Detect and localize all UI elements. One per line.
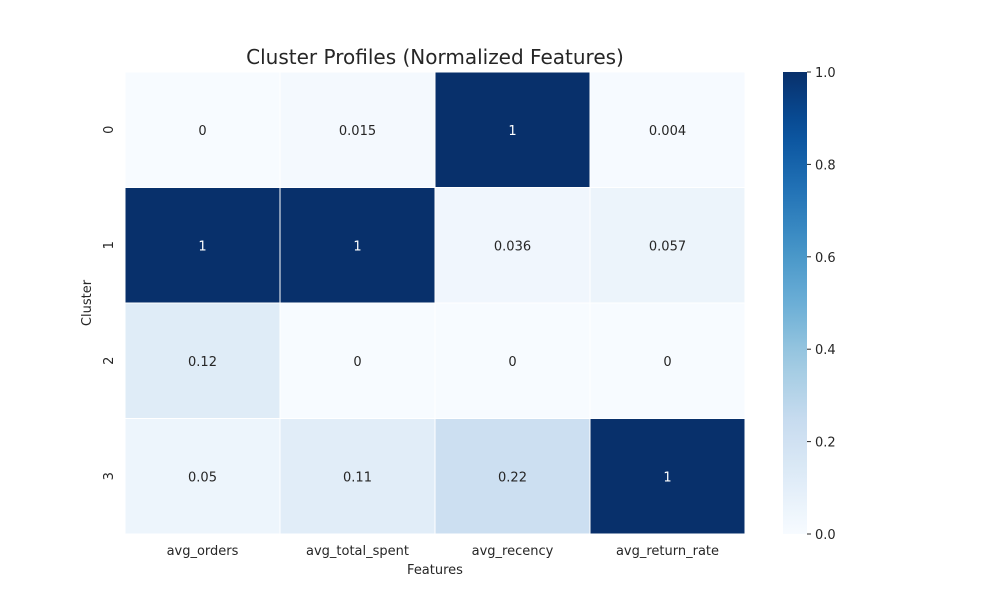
y-tick-label: 2 [102,357,117,365]
colorbar-tick-label: 0.6 [815,251,836,266]
cell-value-label: 1 [508,124,516,139]
cell-value-label: 0.05 [188,470,217,485]
y-tick-label: 1 [102,241,117,249]
cell-value-label: 1 [198,239,206,254]
colorbar-tick-label: 0.8 [815,158,836,173]
heatmap-cell [589,418,746,535]
cell-value-label: 0.22 [498,470,527,485]
colorbar-tick-label: 0.0 [815,528,836,543]
cell-value-label: 0 [508,355,516,370]
x-tick-label: avg_orders [167,544,239,559]
cell-value-label: 0 [198,124,206,139]
cell-value-label: 0.12 [188,355,217,370]
cell-value-label: 0 [663,355,671,370]
x-tick-label: avg_return_rate [616,544,719,559]
heatmap-cell [589,71,746,188]
x-tick-label: avg_recency [472,544,554,559]
cell-value-label: 0.057 [649,239,686,254]
heatmap-cell [124,418,281,535]
heatmap-cell [279,187,436,304]
cell-value-label: 0.11 [343,470,372,485]
colorbar [783,72,807,534]
heatmap-cell [124,187,281,304]
heatmap-cell [589,187,746,304]
y-axis-ticks: 0 1 2 3 [102,126,117,481]
y-axis-label: Cluster [80,279,95,326]
cell-value-label: 0 [353,355,361,370]
x-tick-label: avg_total_spent [306,544,409,559]
colorbar-tick-label: 1.0 [815,66,836,81]
heatmap-cell [124,71,281,188]
cell-value-label: 1 [663,470,671,485]
colorbar-tick-label: 0.4 [815,343,836,358]
y-tick-label: 0 [102,126,117,134]
heatmap-annotations: 0 0.015 1 0.004 1 1 0.036 0.057 0.12 0 0 0 0.05 0.11 0… [188,124,686,486]
colorbar-tick-label: 0.2 [815,436,836,451]
cell-value-label: 0.036 [494,239,531,254]
heatmap-cell [279,71,436,188]
x-axis-ticks: avg_orders avg_total_spent avg_recency avg_… [167,544,719,559]
y-tick-label: 3 [102,472,117,480]
heatmap-cell [434,71,591,188]
cell-value-label: 0.015 [339,124,376,139]
heatmap-cell [279,302,436,419]
heatmap-cell [434,418,591,535]
cell-value-label: 0.004 [649,124,686,139]
colorbar-ticks: 0.0 0.2 0.4 0.6 0.8 1.0 [807,66,836,543]
heatmap-cells [124,71,746,535]
cell-value-label: 1 [353,239,361,254]
x-axis-label: Features [407,563,463,578]
chart-title: Cluster Profiles (Normalized Features) [246,45,624,69]
heatmap-cell [589,302,746,419]
heatmap-cell [279,418,436,535]
